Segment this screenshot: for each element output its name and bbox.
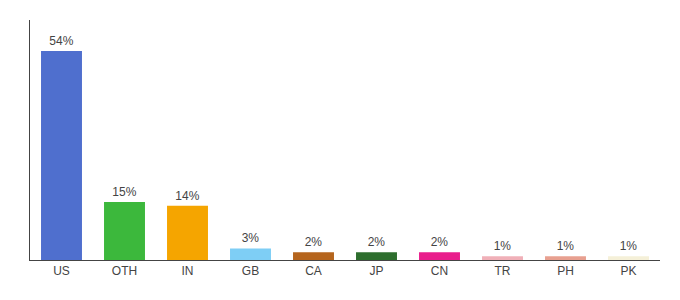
svg-text:PK: PK — [620, 264, 636, 278]
svg-text:CN: CN — [431, 264, 448, 278]
svg-text:PH: PH — [557, 264, 574, 278]
svg-text:JP: JP — [369, 264, 383, 278]
svg-text:IN: IN — [182, 264, 194, 278]
svg-text:2%: 2% — [368, 235, 386, 249]
svg-text:15%: 15% — [112, 185, 136, 199]
svg-text:54%: 54% — [49, 34, 73, 48]
svg-text:2%: 2% — [431, 235, 449, 249]
svg-text:2%: 2% — [305, 235, 323, 249]
svg-text:CA: CA — [305, 264, 322, 278]
svg-text:3%: 3% — [242, 231, 260, 245]
svg-text:1%: 1% — [557, 239, 575, 253]
svg-text:1%: 1% — [620, 239, 638, 253]
svg-text:GB: GB — [242, 264, 259, 278]
svg-text:1%: 1% — [494, 239, 512, 253]
svg-text:TR: TR — [495, 264, 511, 278]
svg-text:14%: 14% — [175, 189, 199, 203]
svg-text:US: US — [53, 264, 70, 278]
svg-text:OTH: OTH — [112, 264, 137, 278]
